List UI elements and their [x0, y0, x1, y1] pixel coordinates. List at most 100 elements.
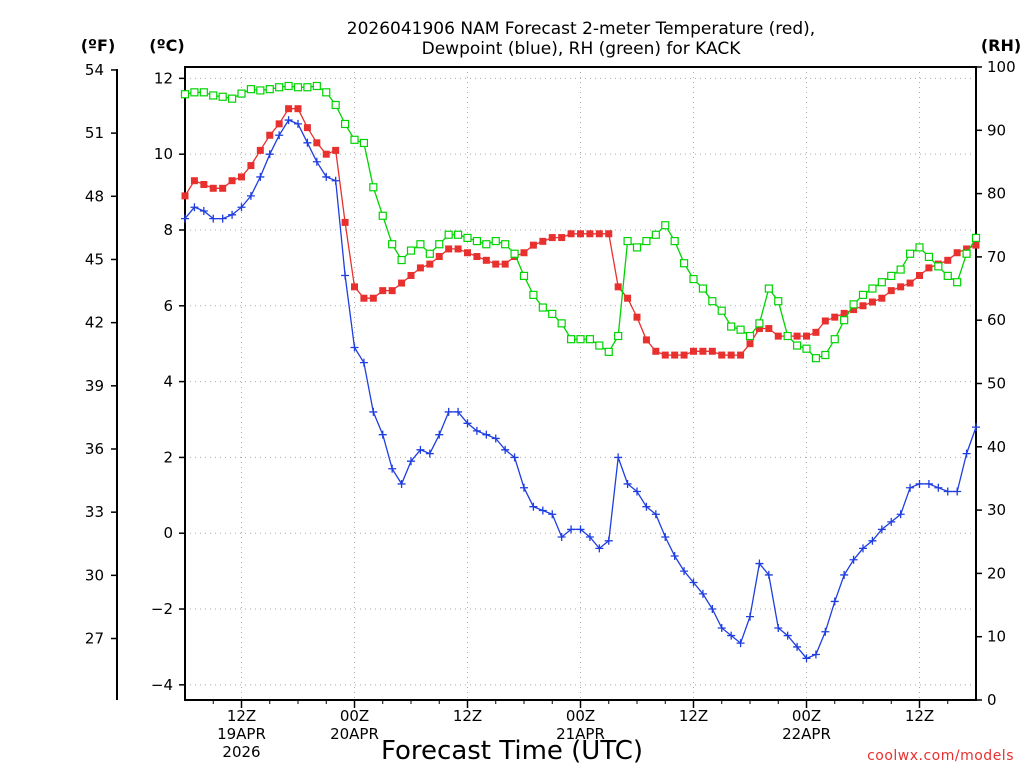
dewpoint-point — [877, 525, 886, 534]
dewpoint-point — [849, 555, 858, 564]
rh-point — [868, 284, 877, 293]
rh-point — [783, 331, 792, 341]
celsius-tick-label: 2 — [163, 448, 173, 466]
rh-point — [340, 119, 350, 129]
rh-point — [256, 86, 265, 95]
temperature-point — [181, 192, 189, 200]
rh-tick-label: 0 — [987, 691, 997, 709]
rh-point — [830, 335, 839, 344]
chart-title-line1: 2026041906 NAM Forecast 2-meter Temperat… — [347, 19, 815, 39]
rh-point — [905, 249, 915, 258]
temperature-point — [473, 253, 481, 261]
rh-point — [265, 85, 274, 94]
source-credit: coolwx.com/models — [867, 748, 1014, 764]
rh-point — [792, 341, 802, 350]
rh-point — [877, 278, 886, 287]
temperature-point — [633, 313, 641, 321]
rh-point — [755, 319, 764, 328]
dewpoint-point — [868, 536, 877, 545]
rh-point — [689, 274, 698, 284]
x-tick-label: 20APR — [330, 725, 379, 743]
rh-point — [745, 331, 755, 341]
rh-point — [717, 306, 726, 315]
rh-point — [190, 88, 199, 97]
rh-point — [764, 284, 773, 293]
dewpoint-point — [350, 343, 359, 352]
series-open-square — [180, 81, 981, 363]
fahrenheit-tick-label: 36 — [85, 440, 104, 458]
fahrenheit-tick-label: 30 — [85, 566, 104, 584]
rh-point — [566, 335, 576, 344]
temperature-point — [548, 234, 556, 242]
temperature-point — [831, 313, 839, 321]
dewpoint-point — [661, 533, 670, 542]
fahrenheit-unit-label: (ºF) — [81, 36, 116, 55]
celsius-unit-label: (ºC) — [149, 36, 184, 55]
rh-point — [604, 347, 613, 356]
rh-tick-label: 50 — [987, 375, 1006, 393]
dewpoint-point — [755, 559, 764, 568]
temperature-point — [925, 264, 933, 272]
rh-point — [501, 240, 510, 249]
x-tick-label: 19APR — [217, 725, 266, 743]
dewpoint-point — [265, 150, 274, 159]
temperature-point — [878, 294, 886, 302]
rh-tick-label: 60 — [987, 311, 1006, 329]
temperature-point — [944, 256, 952, 264]
axis-ticks: −4 −2 0 2 4 6 8 10 12 27 30 33 36 39 42 45 48 51 54 0 10 20 30… — [85, 58, 1016, 761]
dewpoint-point — [830, 597, 839, 606]
temperature-point — [200, 181, 208, 189]
dewpoint-point — [397, 479, 406, 488]
dewpoint-point — [228, 210, 237, 219]
temperature-point — [708, 347, 716, 355]
dewpoint-point — [472, 426, 481, 435]
temperature-point — [332, 146, 340, 154]
dewpoint-point — [369, 407, 378, 416]
dewpoint-point — [840, 570, 849, 579]
x-tick-label: 00Z — [566, 707, 595, 725]
temperature-point — [586, 230, 594, 238]
dewpoint-point — [190, 203, 199, 212]
rh-point — [934, 262, 943, 271]
temperature-point — [322, 150, 330, 158]
dewpoint-point — [906, 483, 915, 492]
dewpoint-point — [444, 407, 453, 416]
dewpoint-point — [774, 623, 783, 632]
rh-point — [557, 319, 566, 328]
data-series — [180, 81, 981, 663]
rh-point — [463, 233, 472, 243]
temperature-point — [445, 245, 453, 253]
rh-tick-label: 40 — [987, 438, 1006, 456]
temperature-point — [501, 260, 509, 268]
rh-point — [943, 271, 952, 280]
temperature-point — [652, 347, 660, 355]
dewpoint-point — [623, 479, 632, 488]
rh-point — [529, 290, 538, 299]
dewpoint-point — [972, 423, 980, 432]
celsius-tick-label: 0 — [163, 524, 173, 542]
dewpoint-point — [388, 464, 397, 473]
temperature-point — [435, 253, 443, 261]
rh-point — [218, 92, 227, 101]
rh-point — [180, 90, 190, 99]
dewpoint-point — [746, 612, 754, 621]
rh-point — [406, 246, 416, 255]
temperature-point — [454, 245, 462, 253]
x-tick-label: 00Z — [792, 707, 821, 725]
dewpoint-point — [595, 544, 604, 553]
temperature-point — [671, 351, 679, 359]
rh-point — [614, 331, 623, 341]
temperature-point — [266, 131, 274, 139]
rh-point — [698, 284, 708, 293]
temperature-point — [247, 162, 255, 170]
x-axis-title: Forecast Time (UTC) — [381, 736, 643, 766]
temperature-point — [256, 146, 264, 154]
rh-point — [661, 221, 670, 230]
rh-point — [482, 240, 491, 249]
dewpoint-point — [736, 639, 745, 648]
temperature-point — [520, 249, 528, 257]
temperature-point — [972, 241, 980, 249]
dewpoint-point — [322, 172, 331, 181]
rh-point — [849, 300, 858, 309]
temperature-point — [963, 245, 971, 253]
